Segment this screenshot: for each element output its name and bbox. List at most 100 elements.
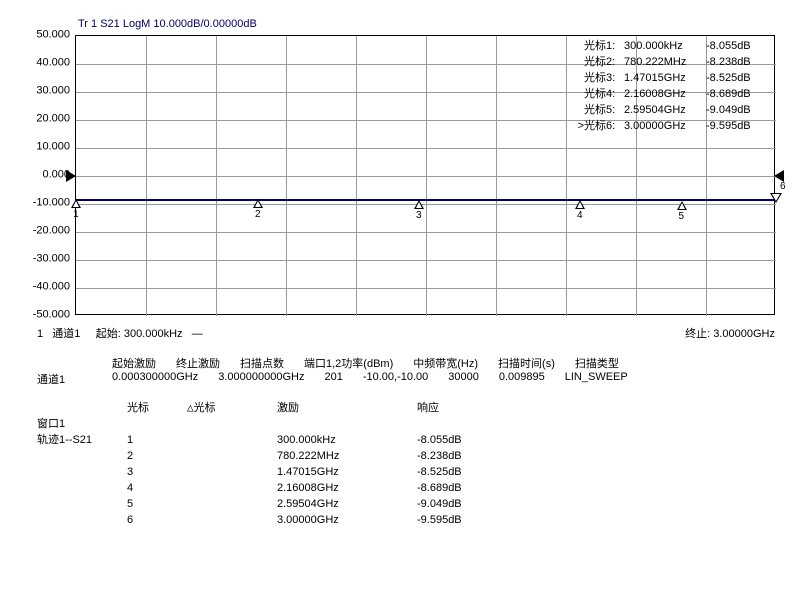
marker-active-indicator	[572, 54, 584, 70]
grid-line	[146, 36, 147, 316]
marker-readout-freq: 300.000kHz	[624, 38, 706, 54]
channel-label: 通道1	[52, 328, 80, 340]
trace-s21	[76, 199, 776, 201]
chart-plot: 50.00040.00030.00020.00010.0000.000-10.0…	[75, 35, 775, 315]
marker-readout-resp: -8.689dB	[706, 86, 770, 102]
marker-number: 1	[73, 209, 79, 220]
marker-readout-resp: -9.049dB	[706, 102, 770, 118]
param-header: 端口1,2功率(dBm)	[304, 355, 393, 371]
y-axis-label: 0.000	[10, 170, 70, 181]
marker-table-delta	[187, 480, 277, 496]
marker-readout-label: 光标2:	[584, 54, 624, 70]
marker-table-stim: 2.16008GHz	[277, 480, 417, 496]
mt-hdr-resp: 响应	[417, 400, 517, 416]
marker-readout-label: 光标5:	[584, 102, 624, 118]
grid-line	[286, 36, 287, 316]
trace-label-cell	[37, 448, 127, 464]
marker-readout-resp: -9.595dB	[706, 118, 770, 134]
start-value: 300.000kHz	[124, 328, 183, 340]
marker-table: 光标 △光标 激励 响应 窗口1 轨迹1--S211300.000kHz-8.0…	[37, 400, 517, 528]
marker-readout-list: 光标1:300.000kHz-8.055dB光标2:780.222MHz-8.2…	[572, 38, 770, 134]
stop-value: 3.00000GHz	[713, 328, 775, 340]
marker-table-delta	[187, 512, 277, 528]
chart-marker[interactable]: 1	[71, 199, 81, 208]
marker-table-stim: 3.00000GHz	[277, 512, 417, 528]
marker-active-indicator: >	[572, 118, 584, 134]
trace-label-cell: 轨迹1--S21	[37, 432, 127, 448]
marker-table-num: 1	[127, 432, 187, 448]
chart-marker[interactable]: 5	[677, 201, 687, 210]
param-header: 扫描类型	[575, 355, 619, 371]
param-value: LIN_SWEEP	[565, 371, 628, 387]
trace-label-cell	[37, 512, 127, 528]
start-label: 起始:	[96, 328, 121, 340]
chart-marker[interactable]: 2	[253, 199, 263, 208]
trace-label-cell	[37, 464, 127, 480]
marker-table-row: 42.16008GHz-8.689dB	[37, 480, 517, 496]
trace-label-cell	[37, 496, 127, 512]
y-axis-label: 40.000	[10, 58, 70, 69]
marker-table-delta	[187, 496, 277, 512]
window-label: 窗口1	[37, 416, 127, 432]
marker-table-stim: 300.000kHz	[277, 432, 417, 448]
marker-table-row: 52.59504GHz-9.049dB	[37, 496, 517, 512]
param-value: 3.000000000GHz	[218, 371, 304, 387]
channel-stop: 终止: 3.00000GHz	[685, 325, 775, 341]
mt-hdr-delta: △光标	[187, 400, 277, 416]
marker-readout-resp: -8.238dB	[706, 54, 770, 70]
chart-marker[interactable]: 3	[414, 200, 424, 209]
param-header: 起始激励	[112, 355, 156, 371]
marker-readout-row: 光标2:780.222MHz-8.238dB	[572, 54, 770, 70]
marker-table-num: 2	[127, 448, 187, 464]
chart-marker[interactable]: 4	[575, 200, 585, 209]
marker-active-indicator	[572, 70, 584, 86]
param-header: 扫描点数	[240, 355, 284, 371]
marker-active-indicator	[572, 102, 584, 118]
param-header: 扫描时间(s)	[498, 355, 555, 371]
marker-table-stim: 1.47015GHz	[277, 464, 417, 480]
marker-number: 2	[255, 209, 261, 220]
marker-readout-label: 光标4:	[584, 86, 624, 102]
channel-number: 1	[37, 328, 43, 340]
y-axis-label: -40.000	[10, 282, 70, 293]
marker-readout-row: 光标5:2.59504GHz-9.049dB	[572, 102, 770, 118]
marker-table-row: 63.00000GHz-9.595dB	[37, 512, 517, 528]
marker-readout-resp: -8.055dB	[706, 38, 770, 54]
y-axis-label: -50.000	[10, 310, 70, 321]
marker-table-resp: -9.049dB	[417, 496, 517, 512]
marker-table-resp: -8.238dB	[417, 448, 517, 464]
grid-line	[566, 36, 567, 316]
param-value: 201	[324, 371, 342, 387]
marker-number: 3	[416, 210, 422, 221]
chart-marker-active[interactable]: 6	[770, 193, 782, 203]
trace-title: Tr 1 S21 LogM 10.000dB/0.00000dB	[78, 18, 257, 30]
marker-table-resp: -8.525dB	[417, 464, 517, 480]
marker-table-row: 2780.222MHz-8.238dB	[37, 448, 517, 464]
marker-number: 6	[780, 181, 786, 192]
marker-readout-freq: 3.00000GHz	[624, 118, 706, 134]
plot-area: 123456 光标1:300.000kHz-8.055dB光标2:780.222…	[75, 35, 775, 315]
mt-hdr-marker: 光标	[127, 400, 187, 416]
param-value: 30000	[448, 371, 479, 387]
trace-label-cell	[37, 480, 127, 496]
marker-readout-freq: 1.47015GHz	[624, 70, 706, 86]
marker-readout-row: 光标1:300.000kHz-8.055dB	[572, 38, 770, 54]
marker-number: 5	[679, 211, 685, 222]
marker-readout-freq: 2.59504GHz	[624, 102, 706, 118]
param-header: 中频带宽(Hz)	[413, 355, 478, 371]
y-axis-label: -20.000	[10, 226, 70, 237]
y-axis-label: 20.000	[10, 114, 70, 125]
y-axis-label: 30.000	[10, 86, 70, 97]
marker-readout-label: 光标3:	[584, 70, 624, 86]
y-axis-label: 50.000	[10, 30, 70, 41]
marker-readout-label: 光标1:	[584, 38, 624, 54]
marker-active-indicator	[572, 38, 584, 54]
marker-table-row: 轨迹1--S211 300.000kHz-8.055dB	[37, 432, 517, 448]
marker-table-row: 31.47015GHz-8.525dB	[37, 464, 517, 480]
marker-table-resp: -8.055dB	[417, 432, 517, 448]
param-value: 0.009895	[499, 371, 545, 387]
ref-marker-left	[66, 170, 76, 182]
marker-table-delta	[187, 448, 277, 464]
stop-label: 终止:	[685, 328, 710, 340]
y-axis-label: -30.000	[10, 254, 70, 265]
